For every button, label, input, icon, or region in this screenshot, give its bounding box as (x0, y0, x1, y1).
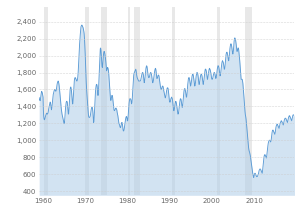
Bar (172, 7, 175, 195)
Bar (44, 7, 48, 195)
Bar (101, 7, 107, 195)
Bar (218, 7, 220, 195)
Bar (134, 7, 140, 195)
Bar (245, 7, 252, 195)
Bar (128, 7, 130, 195)
Bar (85, 7, 89, 195)
